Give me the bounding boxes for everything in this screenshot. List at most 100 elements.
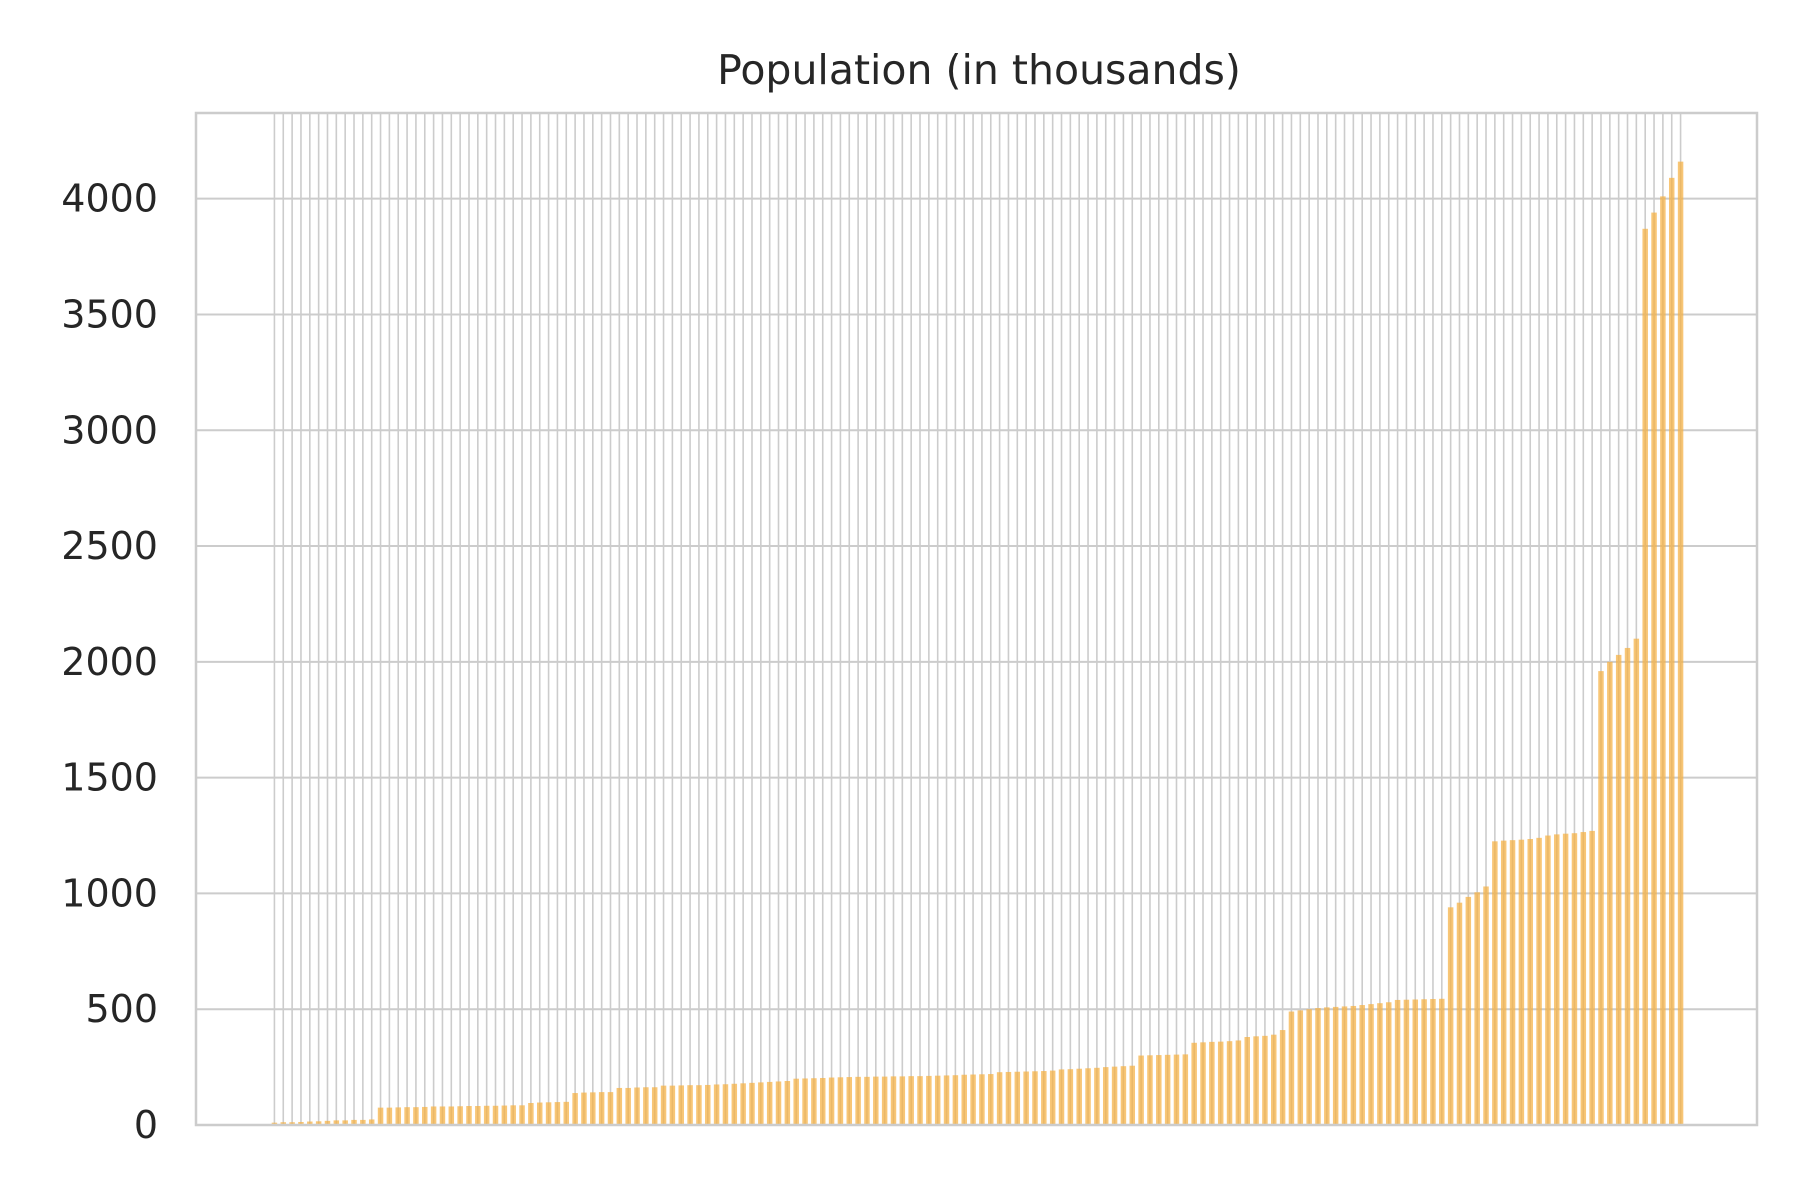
bar [1005,1071,1012,1125]
bar [784,1081,791,1125]
bar [1509,840,1516,1125]
chart-title: Population (in thousands) [717,46,1241,94]
bar [819,1077,826,1125]
bar [1235,1040,1242,1125]
bar [996,1072,1003,1125]
y-tick-label: 2500 [61,524,158,568]
bar [926,1075,932,1125]
bar [1412,999,1419,1125]
bar [1368,1004,1374,1125]
bars [271,161,1684,1126]
bar [1580,832,1587,1125]
y-tick-label: 4000 [61,177,158,221]
bar [590,1092,596,1125]
y-tick-label: 500 [85,987,158,1031]
bar [1527,839,1533,1125]
bar [1341,1006,1348,1125]
bar [1598,671,1604,1125]
bar [864,1076,870,1125]
y-tick-label: 0 [134,1103,158,1147]
bar [1642,228,1648,1125]
bar [873,1076,879,1125]
bar [1624,647,1631,1125]
bar [1262,1035,1268,1125]
bar [1217,1041,1224,1125]
bar [669,1085,676,1125]
bar [1465,896,1472,1125]
bar [324,1120,331,1125]
bar [1385,1002,1392,1125]
bar [1545,835,1551,1125]
bar [1129,1065,1136,1125]
bar [1288,1011,1295,1125]
bar [643,1087,649,1125]
bar [1518,839,1525,1125]
bar [430,1106,437,1125]
bar [298,1121,304,1125]
bar [952,1075,959,1125]
bar [1377,1003,1383,1125]
bar [1447,907,1454,1125]
bar [1651,212,1657,1125]
bar [1200,1042,1206,1125]
bar [890,1076,897,1125]
bar [413,1107,419,1125]
bar [1164,1054,1171,1125]
bar [1615,654,1622,1125]
bar [1562,833,1569,1125]
bar [563,1101,570,1125]
bar [793,1078,799,1125]
bar [634,1087,640,1125]
bar [713,1084,720,1125]
bar [1226,1041,1233,1125]
bar [1332,1006,1339,1125]
bar [705,1084,711,1125]
bar [545,1102,552,1125]
bar [1500,840,1507,1125]
bar [881,1076,888,1125]
bar [1014,1071,1021,1125]
bar [1492,841,1498,1125]
bar [386,1107,393,1125]
bar [315,1121,322,1125]
bar [1350,1005,1357,1125]
bar [961,1074,967,1125]
bar [1058,1069,1065,1125]
bar [837,1077,844,1125]
bar [846,1077,853,1125]
plot-frame [194,111,1759,1127]
bar [908,1076,914,1125]
bar [1085,1068,1091,1125]
bar [1421,999,1427,1125]
bar [1253,1036,1259,1125]
bar [1182,1054,1189,1125]
bar [1359,1005,1365,1125]
bar [855,1076,861,1125]
bar [1191,1042,1197,1125]
bar [1536,837,1542,1125]
bar [1049,1070,1056,1125]
bar [1668,177,1675,1125]
bar [598,1092,605,1125]
bar [492,1105,499,1125]
bar [934,1075,941,1125]
bar [678,1085,684,1125]
bar [307,1121,313,1125]
bar [1156,1055,1162,1125]
bar [811,1078,817,1125]
bar [625,1087,631,1125]
bar [828,1077,835,1125]
bar [528,1103,534,1125]
bar [1403,999,1410,1125]
bar [475,1106,481,1125]
bar [917,1076,923,1125]
bar [988,1074,994,1125]
bar [1571,833,1578,1125]
bar [766,1081,773,1125]
bar [289,1122,295,1125]
bar [1271,1034,1277,1125]
bar [775,1081,782,1125]
bar [1120,1066,1127,1125]
